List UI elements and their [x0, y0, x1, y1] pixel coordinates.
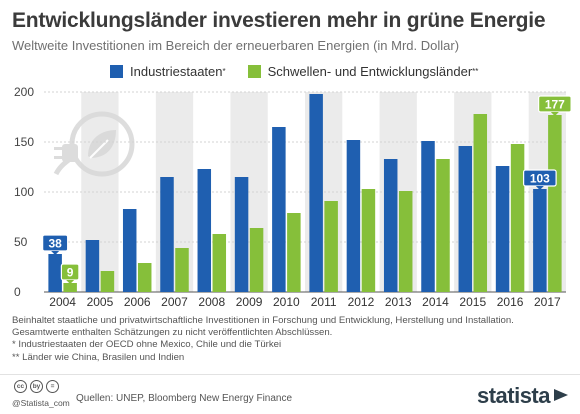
x-tick-label: 2015: [459, 295, 486, 309]
bar-entwicklungslaender: [510, 144, 525, 292]
bar-chart: 0 50 100 150 200 2004 2005 2006 2007 2008 2009 2010…: [14, 85, 572, 309]
footnotes: Beinhaltet staatliche und privatwirtscha…: [12, 315, 514, 364]
bar-industriestaaten: [495, 166, 510, 292]
no-derivatives-icon[interactable]: =: [46, 380, 59, 393]
bar-entwicklungslaender: [436, 159, 450, 292]
bar-entwicklungslaender: [548, 115, 562, 292]
footnote-line: * Industriestaaten der OECD ohne Mexico,…: [12, 339, 282, 351]
x-tick-label: 2017: [534, 295, 561, 309]
bar-entwicklungslaender: [324, 201, 338, 292]
creative-commons-icon[interactable]: cc: [14, 380, 27, 393]
attribution-icon[interactable]: by: [30, 380, 43, 393]
bar-entwicklungslaender: [287, 213, 301, 292]
x-tick-label: 2011: [311, 295, 337, 309]
y-tick-label: 150: [14, 135, 34, 149]
x-tick-label: 2014: [422, 295, 449, 309]
bar-industriestaaten: [160, 177, 174, 292]
chart-title: Entwicklungsländer investieren mehr in g…: [12, 9, 546, 32]
bar-entwicklungslaender: [361, 189, 376, 292]
x-tick-label: 2016: [497, 295, 524, 309]
footnote-line: Beinhaltet staatliche und privatwirtscha…: [12, 315, 514, 326]
x-tick-label: 2013: [385, 295, 412, 309]
plug-leaf-watermark-icon: [53, 111, 135, 177]
y-tick-label: 200: [14, 85, 34, 99]
watermark-plug-pin: [54, 156, 64, 159]
chart-subtitle: Weltweite Investitionen im Bereich der e…: [12, 38, 460, 53]
y-tick-label: 50: [14, 235, 28, 249]
bar-industriestaaten: [421, 141, 435, 292]
value-callout-pointer: [535, 186, 544, 190]
bar-industriestaaten: [85, 240, 100, 292]
legend: Industriestaaten * Schwellen- und Entwick…: [110, 64, 500, 79]
bar-industriestaaten: [272, 127, 286, 292]
bar-entwicklungslaender: [473, 114, 488, 292]
y-tick-label: 0: [14, 285, 21, 299]
watermark-leaf: [88, 130, 116, 158]
bar-entwicklungslaender: [212, 234, 227, 292]
bar-entwicklungslaender: [100, 271, 115, 292]
bar-industriestaaten: [458, 146, 473, 292]
y-tick-label: 100: [14, 185, 34, 199]
value-callout-label: 103: [530, 172, 550, 186]
footnote-line: Gesamtwerte enthalten Schätzungen zu nic…: [12, 327, 333, 339]
bar-industriestaaten: [197, 169, 212, 292]
x-tick-label: 2008: [198, 295, 225, 309]
statista-logo[interactable]: statista: [476, 383, 551, 408]
value-callout-label: 9: [67, 266, 74, 280]
value-callout-pointer: [550, 112, 559, 116]
legend-swatch-entwicklungslaender: [247, 65, 261, 78]
footnote-line: ** Länder wie China, Brasilen und Indien: [12, 351, 185, 363]
bar-entwicklungslaender: [398, 191, 413, 292]
value-callout-pointer: [66, 280, 75, 284]
source-line: Quellen: UNEP, Bloomberg New Energy Fina…: [76, 393, 293, 404]
value-callout-pointer: [51, 251, 60, 255]
legend-label-industriestaaten: Industriestaaten: [130, 64, 223, 79]
footer: cc by = @Statista_com Quellen: UNEP, Blo…: [12, 378, 568, 410]
legend-label-entwicklungslaender: Schwellen- und Entwicklungsländer: [267, 64, 473, 79]
bar-entwicklungslaender: [63, 283, 77, 292]
legend-item-industriestaaten: Industriestaaten *: [110, 64, 226, 79]
watermark-plug-body: [62, 144, 78, 162]
footer-divider: [0, 374, 580, 375]
bar-industriestaaten: [234, 177, 249, 292]
bar-industriestaaten: [533, 189, 547, 292]
bar-industriestaaten: [383, 159, 398, 292]
bar-industriestaaten: [122, 209, 137, 292]
bar-industriestaaten: [48, 254, 62, 292]
x-tick-label: 2004: [49, 295, 76, 309]
x-tick-label: 2012: [348, 295, 375, 309]
x-tick-label: 2007: [161, 295, 188, 309]
legend-item-entwicklungslaender: Schwellen- und Entwicklungsländer **: [247, 64, 478, 79]
value-callout-label: 177: [545, 98, 565, 112]
license-icons: cc by =: [14, 380, 62, 393]
bar-industriestaaten: [309, 94, 323, 292]
bar-entwicklungslaender: [249, 228, 264, 292]
legend-swatch-industriestaaten: [110, 65, 123, 78]
x-tick-label: 2006: [124, 295, 151, 309]
bar-entwicklungslaender: [137, 263, 152, 292]
watermark-leaf-vein: [89, 139, 109, 159]
bar-entwicklungslaender: [175, 248, 189, 292]
x-tick-label: 2009: [236, 295, 263, 309]
x-tick-label: 2005: [87, 295, 114, 309]
watermark-plug-pin: [54, 147, 64, 150]
statista-logo-mark-icon: [554, 389, 568, 401]
bar-industriestaaten: [346, 140, 361, 292]
x-tick-label: 2010: [273, 295, 300, 309]
statista-handle[interactable]: @Statista_com: [12, 398, 70, 408]
value-callout-label: 38: [48, 237, 62, 251]
